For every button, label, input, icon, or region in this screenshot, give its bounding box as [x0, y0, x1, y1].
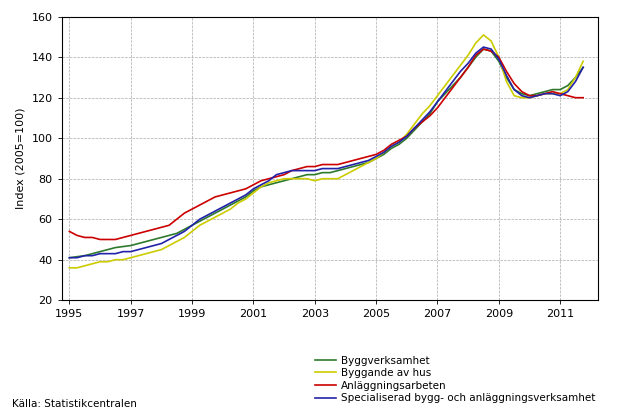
Byggverksamhet [280, 178, 288, 183]
Text: Källa: Statistikcentralen: Källa: Statistikcentralen [12, 399, 137, 409]
Y-axis label: Index (2005=100): Index (2005=100) [16, 108, 26, 209]
Byggverksamhet [188, 223, 196, 228]
Byggande av hus [534, 93, 541, 98]
Byggande av hus [480, 33, 487, 38]
Specialiserad bygg- och anläggningsverksamhet [181, 229, 188, 234]
Specialiserad bygg- och anläggningsverksamhet [365, 158, 372, 163]
Anläggningsarbeten [65, 229, 73, 234]
Anläggningsarbeten [441, 95, 449, 100]
Byggverksamhet [181, 227, 188, 232]
Specialiserad bygg- och anläggningsverksamhet [480, 45, 487, 50]
Byggverksamhet [365, 160, 372, 165]
Anläggningsarbeten [96, 237, 104, 242]
Legend: Byggverksamhet, Byggande av hus, Anläggningsarbeten, Specialiserad bygg- och anl: Byggverksamhet, Byggande av hus, Anläggn… [311, 352, 600, 408]
Byggande av hus [365, 160, 372, 165]
Specialiserad bygg- och anläggningsverksamhet [357, 160, 365, 165]
Byggande av hus [181, 235, 188, 240]
Anläggningsarbeten [549, 89, 556, 94]
Byggverksamhet [357, 162, 365, 167]
Line: Byggande av hus: Byggande av hus [69, 35, 583, 268]
Specialiserad bygg- och anläggningsverksamhet [188, 223, 196, 228]
Line: Specialiserad bygg- och anläggningsverksamhet: Specialiserad bygg- och anläggningsverks… [69, 47, 583, 258]
Byggande av hus [357, 164, 365, 169]
Anläggningsarbeten [534, 93, 541, 98]
Byggverksamhet [65, 255, 73, 260]
Specialiserad bygg- och anläggningsverksamhet [579, 65, 587, 70]
Byggverksamhet [579, 65, 587, 70]
Byggande av hus [65, 265, 73, 270]
Anläggningsarbeten [579, 95, 587, 100]
Line: Byggverksamhet: Byggverksamhet [69, 49, 583, 258]
Byggande av hus [280, 176, 288, 181]
Specialiserad bygg- och anläggningsverksamhet [65, 255, 73, 260]
Byggande av hus [579, 59, 587, 64]
Byggande av hus [188, 229, 196, 234]
Anläggningsarbeten [487, 49, 495, 54]
Specialiserad bygg- och anläggningsverksamhet [280, 170, 288, 175]
Anläggningsarbeten [418, 120, 426, 125]
Byggverksamhet [480, 47, 487, 52]
Anläggningsarbeten [480, 47, 487, 52]
Specialiserad bygg- och anläggningsverksamhet [534, 93, 541, 98]
Byggverksamhet [534, 91, 541, 96]
Line: Anläggningsarbeten: Anläggningsarbeten [69, 49, 583, 239]
Anläggningsarbeten [541, 91, 549, 96]
